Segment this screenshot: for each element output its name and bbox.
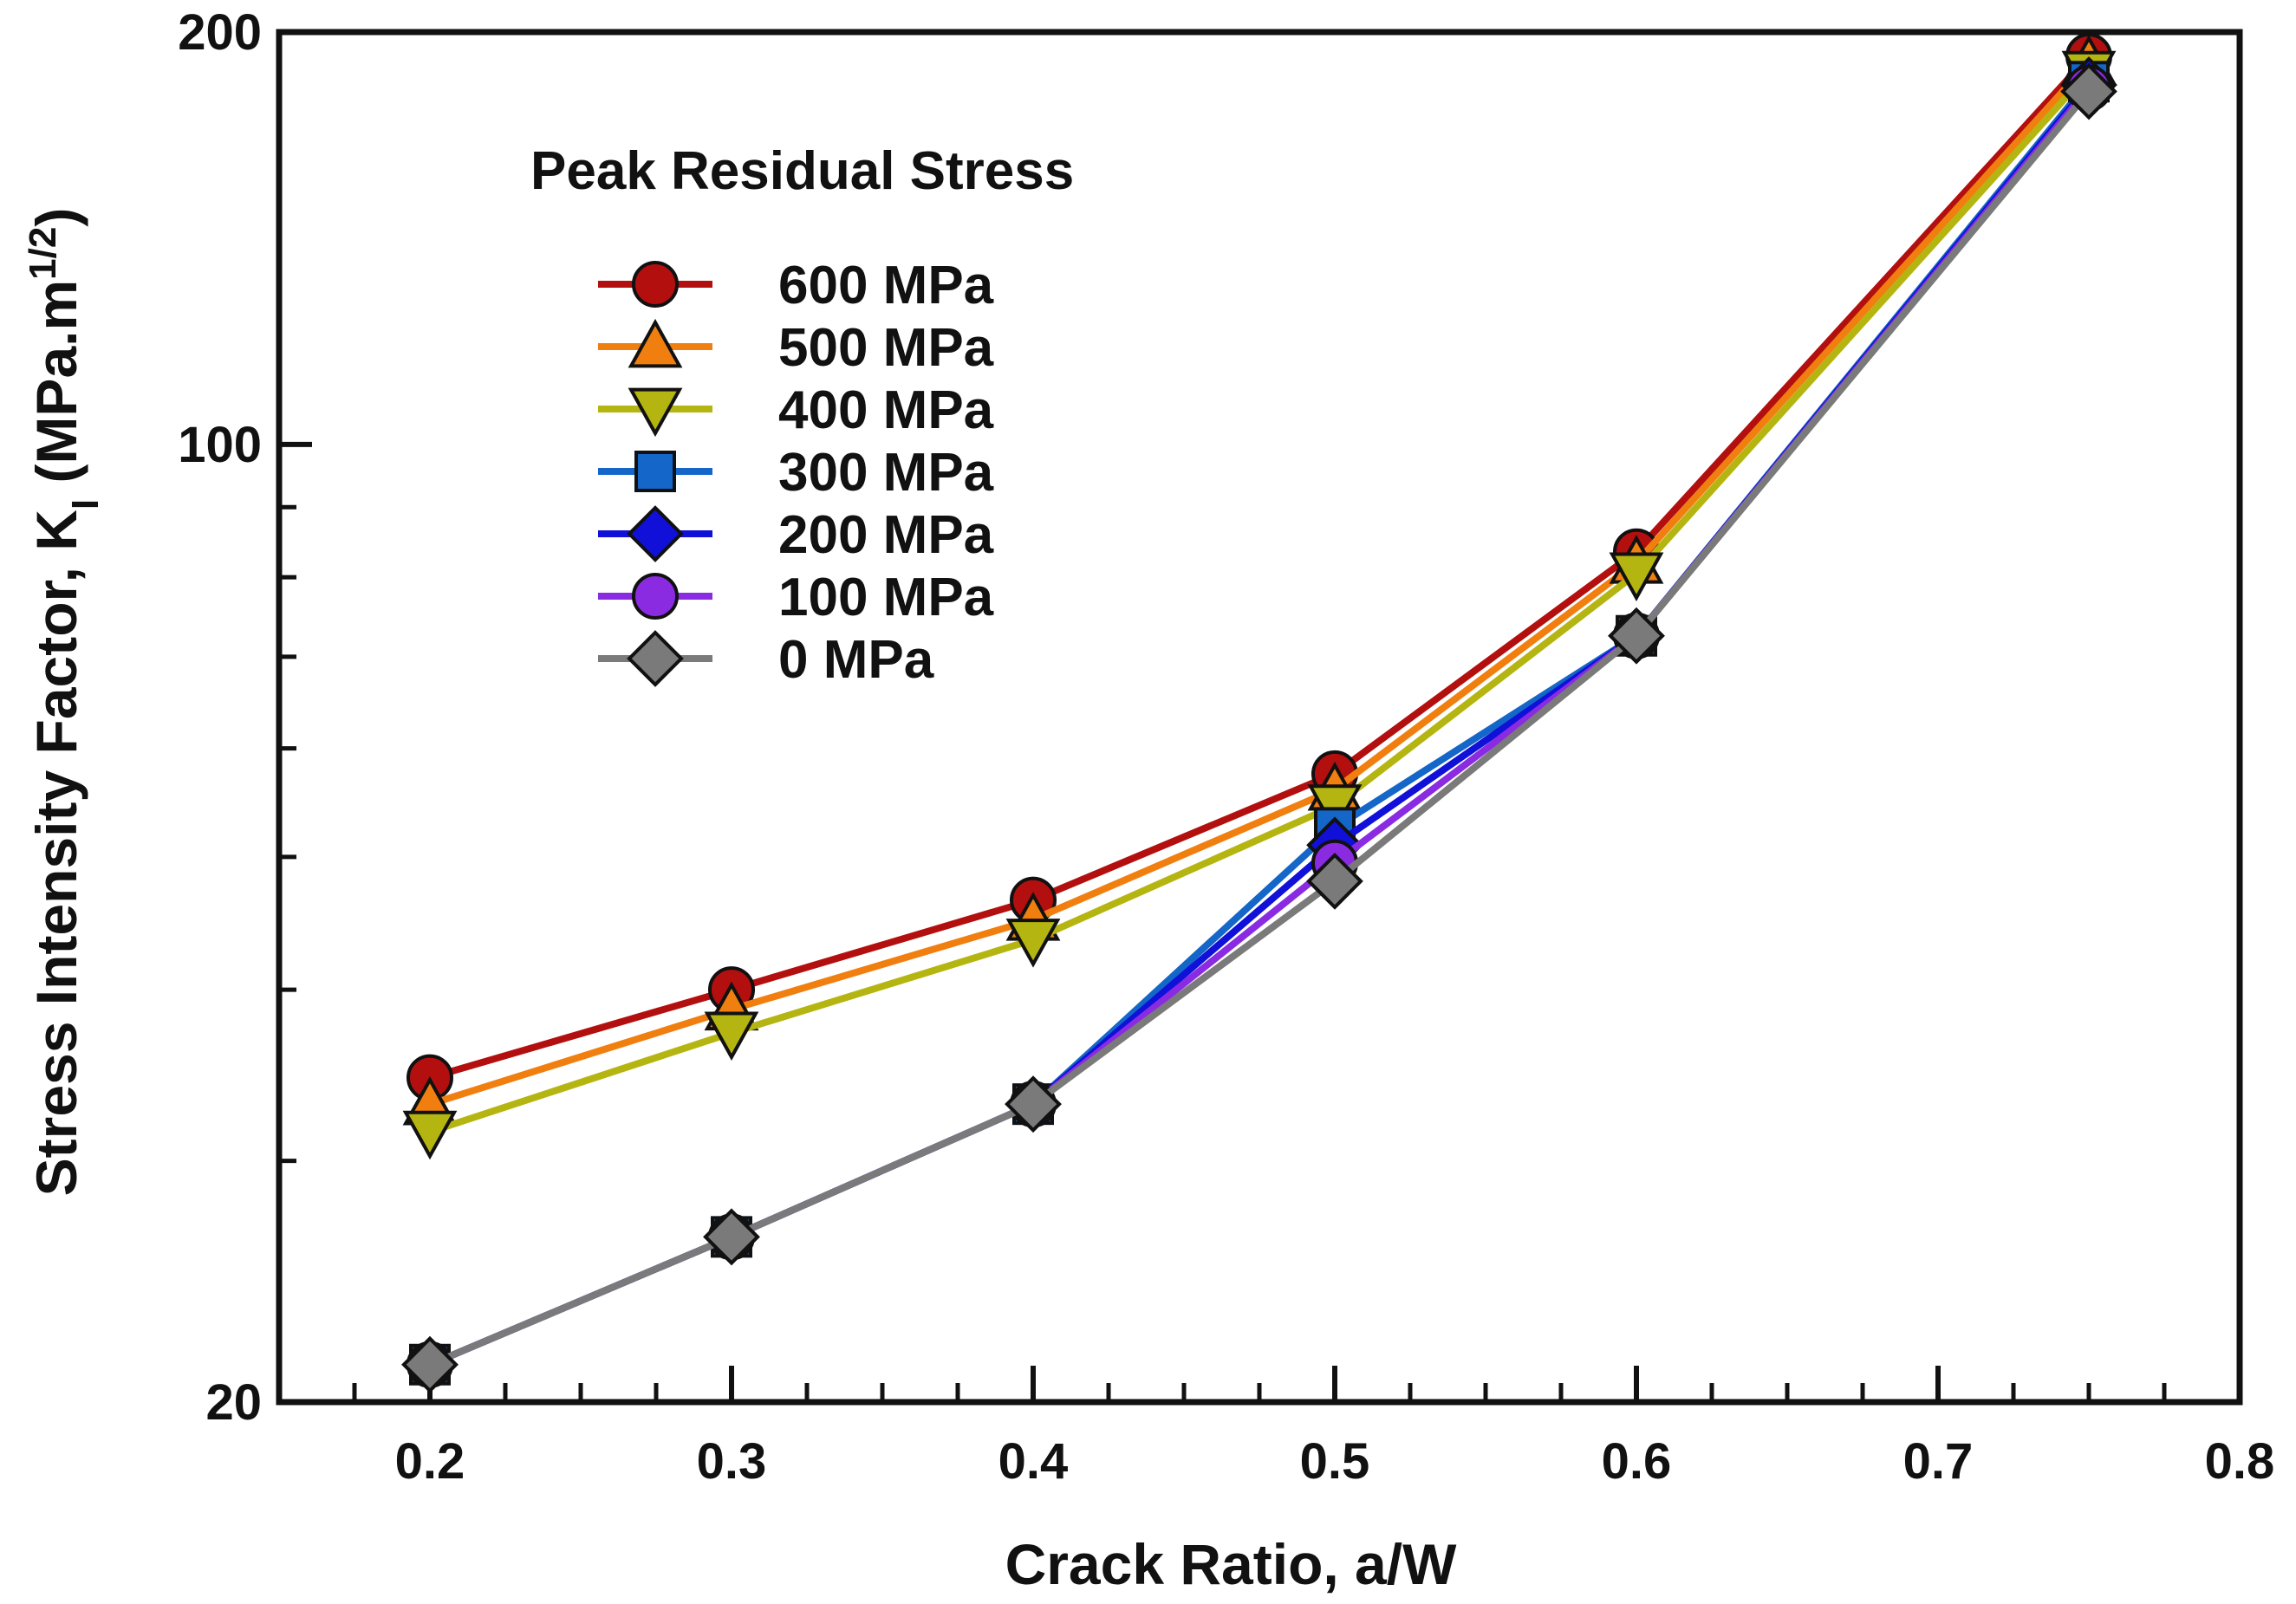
series-line [428,79,2092,1368]
legend-label: 500 MPa [778,318,994,378]
legend-label: 300 MPa [778,443,994,503]
data-point [1608,607,1665,665]
x-tick-label: 0.8 [2205,1433,2275,1490]
series-line [428,82,2092,1368]
x-tick-label: 0.5 [1300,1433,1370,1490]
legend-entry: 400 MPa [598,380,994,440]
legend-marker [632,261,679,308]
data-point [1306,853,1363,910]
y-tick-label: 200 [178,4,262,61]
legend-entry: 200 MPa [598,505,994,565]
legend-entry: 300 MPa [598,443,994,503]
legend-entry: 600 MPa [598,256,994,315]
series-200-mpa [401,56,2117,1393]
data-point [402,1110,458,1160]
legend-label: 400 MPa [778,380,994,440]
data-point [703,1208,760,1266]
data-point [704,1011,759,1062]
legend-label: 0 MPa [778,630,934,690]
legend-marker [627,505,684,562]
x-tick-label: 0.7 [1903,1433,1974,1490]
legend-title: Peak Residual Stress [530,141,1074,201]
legend-entry: 0 MPa [598,630,934,690]
data-point [1609,552,1664,601]
data-point [1005,1075,1062,1133]
axis-titles: Crack Ratio, a/W Stress Intensity Factor… [22,208,1458,1596]
x-tick-label: 0.4 [998,1433,1069,1490]
legend-label: 600 MPa [778,256,994,315]
series-line [428,60,2091,1108]
data-point [401,1335,459,1393]
y-axis-title: Stress Intensity Factor, KI (MPa.m1/2) [22,208,107,1197]
legend-marker [632,573,679,620]
series-0-mpa [401,62,2117,1393]
legend-entry: 500 MPa [598,318,994,378]
legend-label: 100 MPa [778,568,994,627]
x-axis-title: Crack Ratio, a/W [1005,1532,1458,1596]
series-layer [401,33,2117,1393]
legend-marker [628,387,683,438]
axes: 0.2 0.3 0.4 0.5 0.6 0.7 0.8 20 100 200 [178,4,2274,1490]
data-point [1005,919,1061,968]
series-line [428,69,2091,1135]
y-tick-label: 20 [205,1374,262,1431]
series-300-mpa [409,61,2110,1386]
legend-marker [634,451,676,492]
x-tick-label: 0.3 [697,1433,767,1490]
series-line [428,88,2092,1368]
x-tick-label: 0.2 [395,1433,465,1490]
plot-frame [276,29,2243,1406]
x-tick-label: 0.6 [1602,1433,1672,1490]
legend-marker [627,630,684,687]
series-line [428,86,2092,1368]
y-tick-label: 100 [178,417,262,473]
data-point [2060,62,2117,120]
legend-entry: 100 MPa [598,568,994,627]
legend-marker [628,318,683,368]
series-line [428,54,2091,1081]
legend-label: 200 MPa [778,505,994,565]
